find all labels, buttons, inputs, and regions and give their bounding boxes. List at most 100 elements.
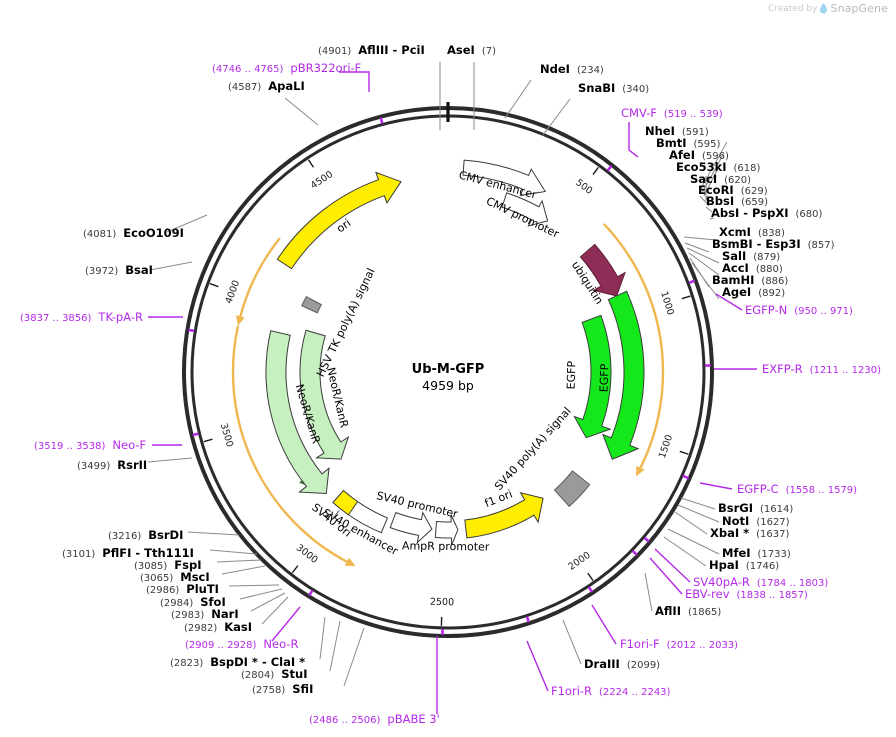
enzyme-label: DraIII (2099)	[584, 657, 660, 671]
primer-label: EGFP-C (1558 .. 1579)	[737, 482, 857, 496]
leader-line	[715, 293, 743, 311]
leader-line	[663, 536, 707, 567]
enzyme-name: AbsI - PspXI	[711, 206, 789, 220]
primer-name: TK-pA-R	[97, 310, 143, 324]
label-position: (519 .. 539)	[664, 109, 723, 120]
leader-line	[674, 511, 708, 535]
leader-line	[677, 504, 720, 523]
primer-tick-TK-pA-R	[188, 328, 195, 333]
tick-label-3000: 3000	[294, 542, 320, 566]
leader-line	[250, 592, 286, 612]
enzyme-label: SnaBI (340)	[578, 81, 649, 95]
enzyme-name: PluTI	[186, 582, 219, 596]
primer-name: EGFP-C	[737, 482, 779, 496]
tick-500	[592, 166, 599, 175]
enzyme-label: AflII (1865)	[655, 604, 721, 618]
orf-left-up-arrowhead	[235, 315, 245, 326]
enzyme-name: BspDI * - ClaI *	[210, 655, 305, 669]
enzyme-label: (4587) ApaLI	[228, 79, 305, 93]
feature-label: AmpR promoter	[402, 539, 490, 553]
feature-cmv-enhancer	[462, 159, 547, 197]
enzyme-name: EcoRI	[698, 183, 734, 197]
tick-4500	[307, 159, 314, 168]
leader-line	[686, 247, 720, 264]
label-position: (2758)	[252, 685, 285, 696]
tick-3000	[291, 565, 299, 574]
primer-name: SV40pA-R	[693, 575, 750, 589]
enzyme-name: BsaI	[125, 263, 153, 277]
leader-line	[343, 627, 365, 687]
tick-label-3500: 3500	[218, 422, 235, 448]
enzyme-label: (2982) KasI	[184, 620, 252, 634]
feature-label: EGFP	[597, 363, 611, 392]
feature-label: f1 ori	[483, 487, 514, 510]
primer-name: EGFP-N	[745, 303, 787, 317]
leader-line	[562, 619, 582, 665]
label-position: (1211 .. 1230)	[810, 365, 882, 376]
enzyme-name: FspI	[174, 558, 201, 572]
label-position: (7)	[482, 46, 496, 57]
feature-sv40-ori	[332, 489, 359, 516]
enzyme-label: (3065) MscI	[140, 570, 210, 584]
orf-outer-cw-arrowhead	[635, 465, 645, 477]
leader-line	[699, 482, 733, 490]
enzyme-label: (3085) FspI	[134, 558, 201, 572]
label-position: (1637)	[756, 529, 789, 540]
leader-line	[691, 262, 720, 300]
leader-line	[667, 528, 720, 555]
primer-name: F1ori-R	[551, 684, 592, 698]
label-position: (591)	[682, 127, 709, 138]
snapgene-logo-icon	[820, 2, 828, 15]
enzyme-name: DraIII	[584, 657, 620, 671]
enzyme-name: HpaI	[709, 558, 739, 572]
leader-line	[705, 206, 713, 213]
leader-line	[703, 187, 709, 204]
enzyme-label: BsrGI (1614)	[718, 501, 793, 515]
enzyme-label: (2984) SfoI	[160, 595, 226, 609]
primer-label: (4746 .. 4765) pBR322ori-F	[212, 61, 361, 75]
primer-tick-F1ori-R	[525, 616, 531, 623]
label-position: (618)	[734, 163, 761, 174]
enzyme-name: MscI	[180, 570, 209, 584]
enzyme-label: Eco53kI (618)	[676, 160, 761, 174]
primer-tick-SV40pA-R	[643, 536, 650, 543]
leader-line	[271, 606, 301, 642]
label-position: (1865)	[688, 607, 721, 618]
primer-label: CMV-F (519 .. 539)	[621, 106, 723, 120]
enzyme-name: EcoO109I	[123, 226, 184, 240]
enzyme-label: BmtI (595)	[656, 136, 721, 150]
primer-tick-EGFP-N	[688, 279, 696, 285]
enzyme-name: Eco53kI	[676, 160, 727, 174]
label-position: (950 .. 971)	[794, 306, 853, 317]
label-position: (3101)	[62, 549, 95, 560]
center-caption: Ub-M-GFP 4959 bp	[412, 362, 485, 393]
leader-line	[284, 97, 319, 126]
leader-line	[654, 548, 691, 583]
enzyme-label: (3972) BsaI	[85, 263, 153, 277]
label-position: (2982)	[184, 623, 217, 634]
plasmid-backbone-ring	[182, 102, 714, 638]
feature-hsv-tk-poly-a-signal	[301, 295, 322, 314]
leader-line	[209, 549, 258, 555]
feature-label: HSV TK poly(A) signal	[314, 266, 378, 379]
label-position: (4901)	[318, 46, 351, 57]
primer-name: EXFP-R	[762, 362, 803, 376]
enzyme-label: AgeI (892)	[722, 285, 785, 299]
primer-label: EBV-rev (1838 .. 1857)	[685, 587, 808, 601]
feature-sv40-poly-a-signal	[553, 470, 591, 508]
enzyme-label: (2986) PluTI	[146, 582, 219, 596]
enzyme-name: AflIII - PciI	[358, 43, 425, 57]
leader-lines	[147, 62, 757, 714]
enzyme-label: AfeI (596)	[669, 148, 729, 162]
enzyme-name: BsrGI	[718, 501, 753, 515]
label-position: (4587)	[228, 82, 261, 93]
enzyme-name: AfeI	[669, 148, 695, 162]
leader-line	[239, 588, 283, 600]
enzyme-label: (3101) PflFI - Tth111I	[62, 546, 194, 560]
orf-left-lower-arrowhead	[344, 557, 356, 567]
enzyme-label: (4901) AflIII - PciI	[318, 43, 425, 57]
primer-name: pBABE 3'	[387, 712, 439, 726]
label-position: (1838 .. 1857)	[737, 590, 809, 601]
label-position: (2486 .. 2506)	[309, 715, 381, 726]
enzyme-name: NarI	[211, 607, 238, 621]
